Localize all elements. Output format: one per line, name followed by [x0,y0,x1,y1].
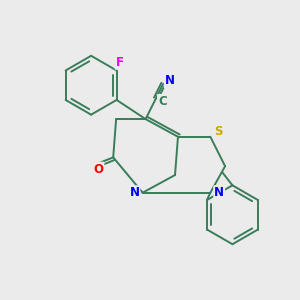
Text: N: N [165,74,175,87]
Text: N: N [214,186,224,199]
Text: F: F [116,56,124,69]
Text: N: N [129,186,140,199]
Text: O: O [94,163,103,176]
Text: S: S [214,125,223,138]
Text: C: C [158,95,167,108]
